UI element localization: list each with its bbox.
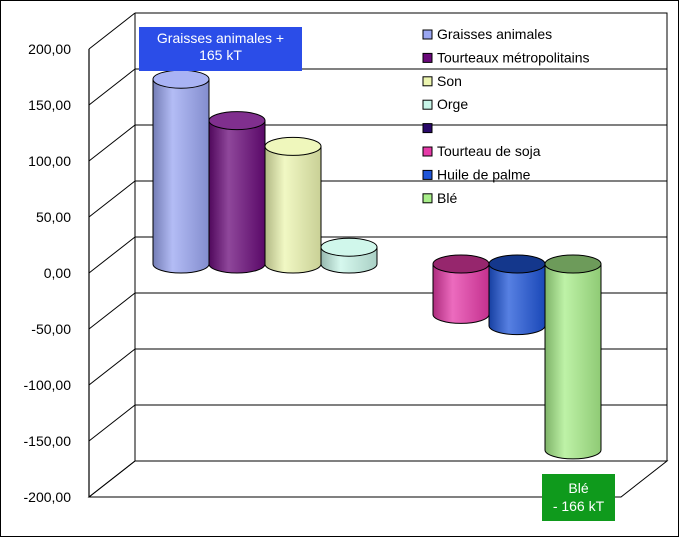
legend-label: Orge (437, 96, 468, 112)
gridline-side (88, 124, 136, 162)
gridline-side (88, 404, 136, 442)
bar-cap (432, 254, 490, 274)
bar (544, 254, 602, 460)
bar-cap (320, 237, 378, 257)
y-tick-label: 200,00 (28, 41, 71, 57)
y-tick-label: 150,00 (28, 97, 71, 113)
annotation-line: Graisses animales + (156, 30, 285, 46)
y-tick-label: 0,00 (44, 265, 71, 281)
legend: Graisses animales Tourteaux métropolitain… (422, 26, 590, 206)
legend-swatch (422, 29, 433, 40)
bar-body (152, 78, 210, 274)
bar-body (208, 120, 266, 274)
annotation-line: - 166 kT (552, 498, 605, 514)
bar-cap (208, 111, 266, 131)
legend-label: Graisses animales (437, 26, 552, 42)
bar-body (264, 145, 322, 274)
legend-label: Tourteaux métropolitains (437, 49, 590, 65)
bar (152, 69, 210, 274)
legend-label: Huile de palme (437, 166, 531, 182)
legend-label: Son (437, 73, 462, 89)
annotation-line: Blé (568, 480, 589, 496)
annotation-graisses-animales: Graisses animales + 165 kT (139, 27, 302, 71)
legend-swatch (422, 169, 433, 180)
annotation-ble: Blé - 166 kT (542, 474, 615, 521)
legend-swatch (422, 52, 433, 63)
bar-cap (264, 136, 322, 156)
legend-label: Tourteau de soja (437, 143, 541, 159)
bar-cap (488, 254, 546, 274)
y-tick-label: 100,00 (28, 153, 71, 169)
legend-label: Blé (437, 190, 457, 206)
bar-cap (152, 69, 210, 89)
gridline-side (88, 68, 136, 106)
bar (320, 237, 378, 274)
bar (208, 111, 266, 274)
y-tick-label: -50,00 (31, 321, 71, 337)
bar-body (432, 263, 490, 324)
bar-body (488, 263, 546, 336)
legend-swatch (422, 76, 433, 87)
bar-cap (544, 254, 602, 274)
y-tick-label: -100,00 (24, 377, 72, 393)
y-tick-label: -150,00 (24, 433, 72, 449)
legend-swatch (422, 99, 433, 110)
bar-body (544, 263, 602, 460)
legend-swatch (422, 146, 433, 157)
bars (152, 69, 602, 460)
gridline-side (88, 236, 136, 274)
bar (488, 254, 546, 336)
gridline-side (88, 12, 136, 50)
y-axis-ticks: 200,00 150,00 100,00 50,00 0,00 -50,00 -100,00… (24, 41, 72, 505)
gridline-side (88, 460, 136, 498)
legend-swatch (422, 193, 433, 204)
annotation-line: 165 kT (199, 47, 242, 63)
bar (432, 254, 490, 324)
gridline-side (88, 348, 136, 386)
legend-swatch (422, 123, 433, 134)
gridline-side (88, 180, 136, 218)
gridline-side (88, 292, 136, 330)
y-tick-label: -200,00 (24, 489, 72, 505)
y-tick-label: 50,00 (36, 209, 71, 225)
bar (264, 136, 322, 274)
